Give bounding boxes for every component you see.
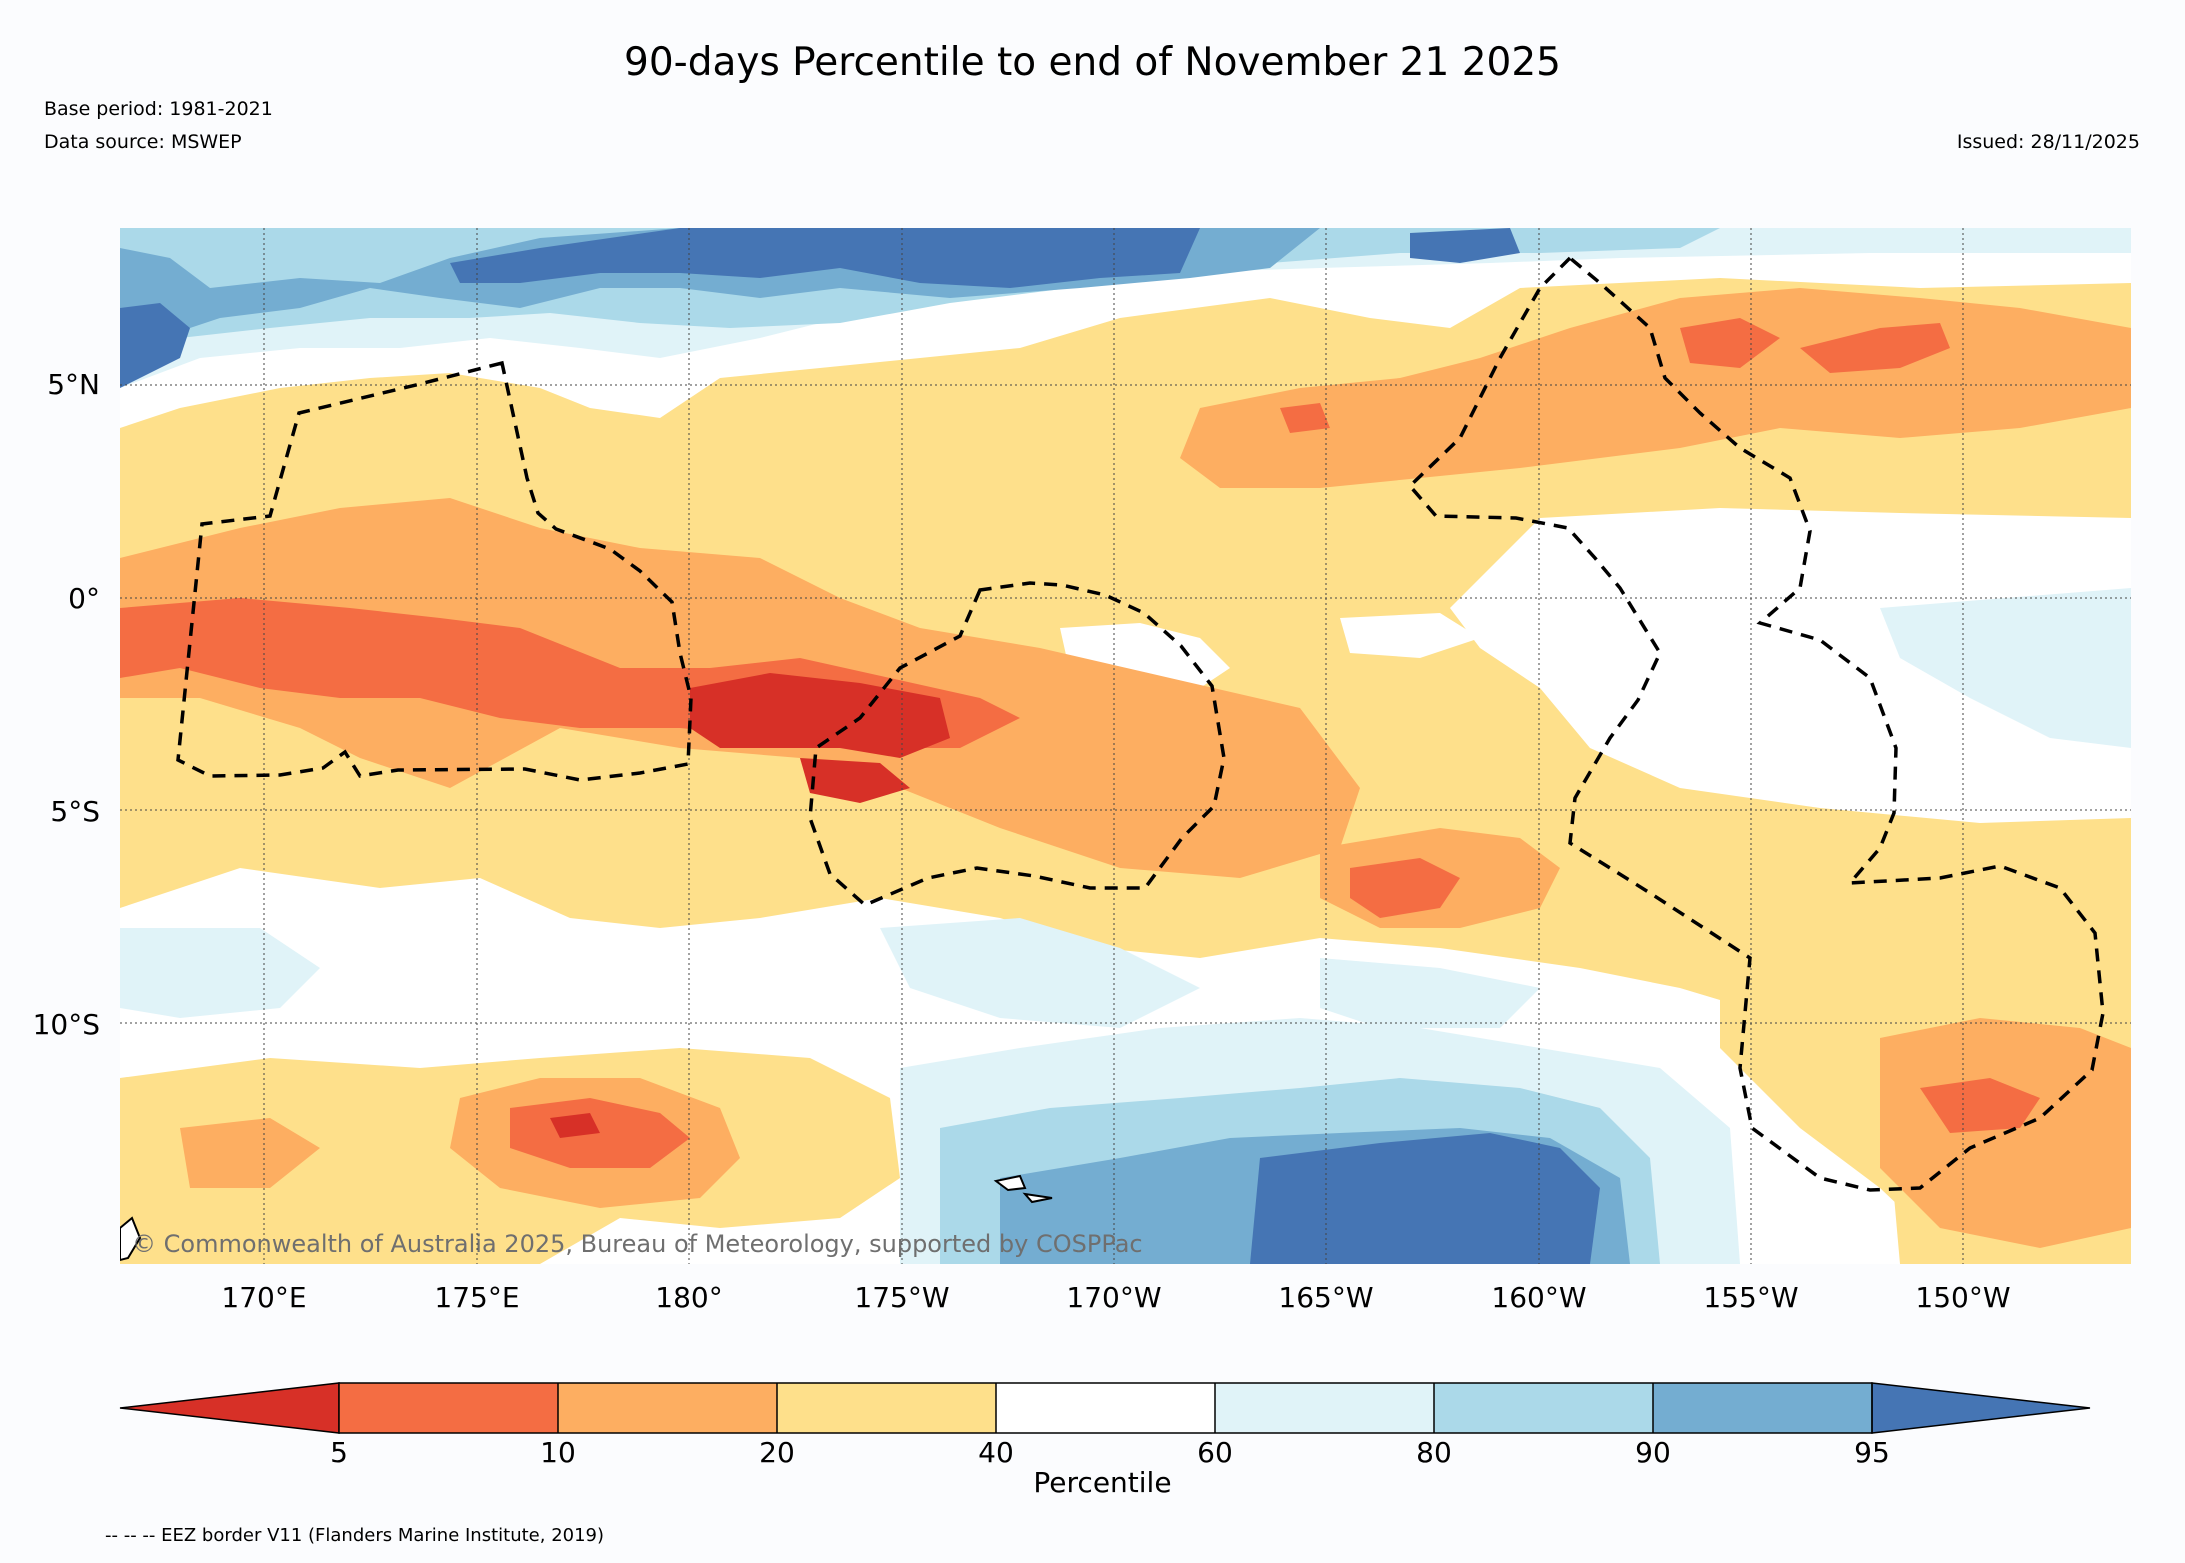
colorbar-40-60 [996, 1383, 1215, 1433]
eez-borders [176, 255, 2105, 1192]
lat-label-5s: 5°S [50, 795, 100, 828]
colorbar-tick-5: 5 [330, 1436, 348, 1469]
colorbar-tick-95: 95 [1854, 1436, 1890, 1469]
colorbar-tick-60: 60 [1197, 1436, 1233, 1469]
region-south-south-west-10-20 [180, 1018, 2131, 1248]
island-samoa-east [1022, 1192, 1053, 1204]
lat-label-5n: 5°N [47, 368, 100, 401]
lon-label-150w: 150°W [1915, 1281, 2011, 1314]
lat-label-10s: 10°S [32, 1008, 100, 1041]
island-samoa [993, 1174, 1027, 1192]
map-canvas [120, 228, 2131, 1264]
colorbar-60-80 [1215, 1383, 1434, 1433]
eez-border-note: -- -- -- EEZ border V11 (Flanders Marine… [105, 1525, 605, 1546]
colorbar-tick-10: 10 [540, 1436, 576, 1469]
lat-label-0: 0° [68, 582, 100, 615]
graticule [120, 228, 2131, 1264]
region-north-dark-blue [120, 228, 1520, 388]
map-title: 90-days Percentile to end of November 21… [624, 40, 1561, 85]
lon-label-165w: 165°W [1278, 1281, 1374, 1314]
region-east-equator-light-blue [1880, 588, 2131, 748]
colorbar [119, 1382, 2091, 1434]
data-source-note: Data source: MSWEP [44, 131, 242, 153]
lon-label-170e: 170°E [221, 1281, 307, 1314]
colorbar-10-20 [558, 1383, 777, 1433]
colorbar-90-95 [1653, 1383, 1872, 1433]
lon-label-155w: 155°W [1703, 1281, 1799, 1314]
region-south-west-0-5 [690, 673, 950, 803]
colorbar-extend-high [1871, 1382, 2091, 1434]
lon-label-160w: 160°W [1491, 1281, 1587, 1314]
region-north-east-5-10 [1280, 318, 1950, 433]
colorbar-tick-80: 80 [1416, 1436, 1452, 1469]
region-south-wet-dark-blue [1250, 1133, 1600, 1264]
region-south-central-5-10 [1350, 858, 1460, 918]
lon-label-180: 180° [655, 1281, 723, 1314]
lon-label-175e: 175°E [434, 1281, 520, 1314]
colorbar-tick-40: 40 [978, 1436, 1014, 1469]
colorbar-extend-low [119, 1382, 340, 1434]
percentile-map [120, 228, 2131, 1264]
copyright-notice: © Commonwealth of Australia 2025, Bureau… [132, 1230, 1143, 1258]
eez-border-line-islands [1407, 255, 2105, 1192]
colorbar-dividers [338, 1382, 1873, 1434]
island-outlines [120, 1174, 1053, 1262]
issued-date: Issued: 28/11/2025 [1956, 131, 2140, 153]
island-southwest [120, 1216, 142, 1262]
lon-label-175w: 175°W [854, 1281, 950, 1314]
region-south-south-west-0-5 [550, 1113, 600, 1138]
colorbar-20-40 [777, 1383, 996, 1433]
colorbar-title: Percentile [1033, 1466, 1172, 1499]
eez-border-phoenix [808, 581, 1226, 908]
colorbar-80-90 [1434, 1383, 1653, 1433]
base-period-note: Base period: 1981-2021 [44, 98, 273, 120]
colorbar-tick-90: 90 [1635, 1436, 1671, 1469]
lon-label-170w: 170°W [1066, 1281, 1162, 1314]
eez-border-kiribati-gilbert [176, 360, 693, 782]
colorbar-5-10 [339, 1383, 558, 1433]
region-south-light-blue [120, 918, 1540, 1028]
colorbar-tick-20: 20 [759, 1436, 795, 1469]
